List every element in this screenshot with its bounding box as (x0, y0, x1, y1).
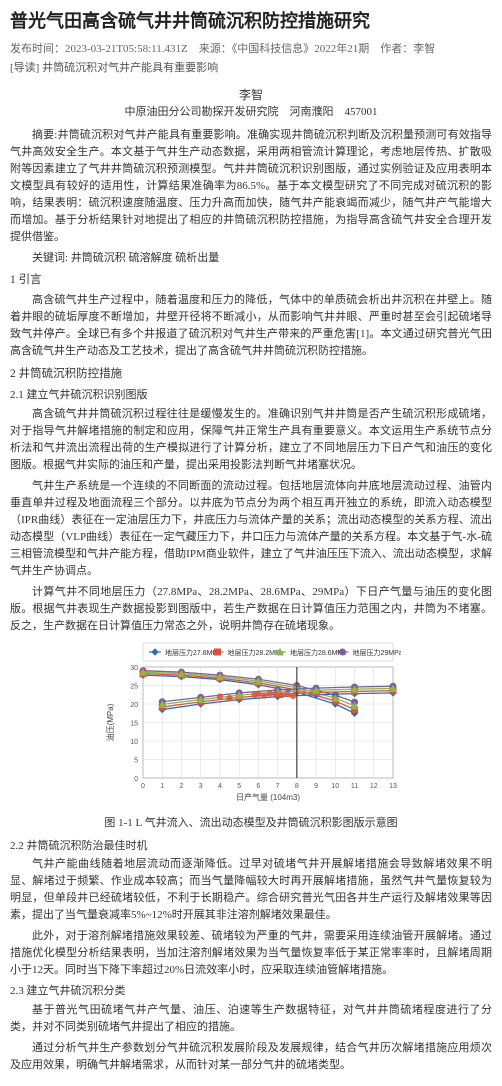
abstract-text: 井筒硫沉积对气井产能具有重要影响。准确实现井筒硫沉积判断及沉积量预测可有效指导气… (10, 129, 492, 243)
svg-text:20: 20 (130, 702, 138, 709)
svg-text:4: 4 (218, 783, 222, 790)
svg-text:5: 5 (237, 783, 241, 790)
svg-text:日产气量 (104m3): 日产气量 (104m3) (236, 792, 300, 802)
sec21-p2: 气井生产系统是一个连续的不同断面的流动过程。包括地层流体向井底地层流动过程、油管… (10, 478, 492, 580)
svg-text:5: 5 (134, 758, 138, 765)
meta-line: 发布时间：2023-03-21T05:58:11.431Z 来源：《中国科技信息… (10, 41, 492, 58)
svg-text:9: 9 (314, 783, 318, 790)
svg-text:10: 10 (130, 739, 138, 746)
svg-text:10: 10 (331, 783, 339, 790)
sec21-heading: 2.1 建立气井硫沉积识别图版 (10, 387, 492, 404)
sec21-p1: 高含硫气井井筒硫沉积过程往往是缓慢发生的。准确识别气井井筒是否产生硫沉积形成硫堵… (10, 406, 492, 474)
sec21-p3: 计算气井不同地层压力（27.8MPa、28.2MPa、28.6MPa、29MPa… (10, 584, 492, 635)
svg-text:13: 13 (389, 783, 397, 790)
svg-text:12: 12 (370, 783, 378, 790)
svg-text:0: 0 (134, 776, 138, 783)
sec1-para: 高含硫气井生产过程中，随着温度和压力的降低，气体中的单质硫会析出井沉积在井壁上。… (10, 292, 492, 360)
page-title: 普光气田高含硫气井井筒硫沉积防控措施研究 (10, 8, 492, 35)
sec23-heading: 2.3 建立气井硫沉积分类 (10, 983, 492, 1000)
sec22-p2: 此外，对于溶剂解堵措施效果较差、硫堵较为严重的气井，需要采用连续油管开展解堵。通… (10, 928, 492, 979)
sec22-heading: 2.2 井筒硫沉积防治最佳时机 (10, 838, 492, 855)
sec1-heading: 1 引言 (10, 272, 492, 289)
svg-text:3: 3 (199, 783, 203, 790)
author-name: 李智 (10, 86, 492, 104)
sec23-p2: 通过分析气井生产参数划分气井硫沉积发展阶段及发展规律，结合气井历次解堵措施应用烦… (10, 1040, 492, 1074)
sec2-heading: 2 井筒硫沉积防控措施 (10, 366, 492, 383)
svg-text:25: 25 (130, 684, 138, 691)
chart-svg: 012345678910111213051015202530日产气量 (104m… (101, 641, 401, 806)
abstract-label: 摘要: (32, 129, 57, 141)
sec22-p1: 气井产能曲线随着地层流动而逐渐降低。过早对硫堵气井开展解堵措施会导致解堵效果不明… (10, 856, 492, 924)
lead-line: [导读] 井筒硫沉积对气井产能具有重要影响 (10, 60, 492, 77)
svg-text:15: 15 (130, 721, 138, 728)
svg-text:1: 1 (160, 783, 164, 790)
svg-text:油压(MPa): 油压(MPa) (105, 703, 115, 741)
svg-text:2: 2 (180, 783, 184, 790)
svg-text:7: 7 (276, 783, 280, 790)
svg-text:地层压力29MPa: 地层压力29MPa (353, 648, 402, 657)
svg-text:6: 6 (256, 783, 260, 790)
svg-text:30: 30 (130, 665, 138, 672)
figure-1-1: 012345678910111213051015202530日产气量 (104m… (10, 641, 492, 811)
svg-text:11: 11 (351, 783, 358, 790)
figure-caption: 图 1-1 L 气井流入、流出动态模型及井筒硫沉积影图版示意图 (10, 815, 492, 832)
keywords: 关键词: 井筒硫沉积 硫溶解度 硫析出量 (10, 250, 492, 267)
sec23-p1: 基于普光气田硫堵气井产气量、油压、泊速等生产数据特征，对气井井筒硫堵程度进行了分… (10, 1002, 492, 1036)
svg-text:0: 0 (141, 783, 145, 790)
svg-text:8: 8 (295, 783, 299, 790)
affiliation: 中原油田分公司勘探开发研究院 河南濮阳 457001 (10, 104, 492, 121)
abstract: 摘要:井筒硫沉积对气井产能具有重要影响。准确实现井筒硫沉积判断及沉积量预测可有效… (10, 127, 492, 246)
